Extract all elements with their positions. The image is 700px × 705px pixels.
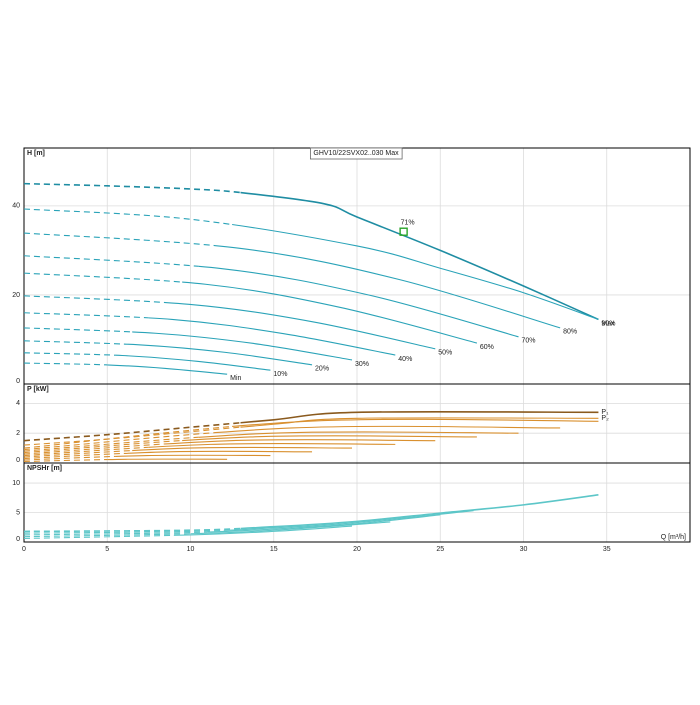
curve [107, 458, 228, 461]
curve [198, 431, 519, 438]
curve-label: 30% [355, 361, 369, 368]
curve [240, 410, 599, 424]
x-tick-label: 30 [520, 546, 528, 553]
curve [148, 317, 396, 356]
y-tick-label: 0 [16, 457, 20, 464]
curve-dashed [24, 340, 124, 345]
curve [215, 245, 561, 329]
curve-dashed [24, 458, 108, 463]
y-tick-label: 5 [16, 509, 20, 516]
y-tick-label: 40 [12, 203, 20, 210]
curve-dashed [24, 425, 233, 449]
chart-title: GHV10/22SVX02..030 Max [313, 150, 399, 157]
x-tick-label: 10 [187, 546, 195, 553]
curve-label: Max [601, 320, 615, 327]
curve-dashed [24, 232, 216, 247]
curve [115, 454, 271, 457]
curve-dashed [24, 208, 233, 226]
curve-dashed [24, 421, 241, 442]
curve-dashed [24, 182, 241, 194]
curve-label: 20% [315, 366, 329, 373]
curve [240, 417, 599, 428]
y-tick-label: 20 [12, 292, 20, 299]
y-tick-label: 0 [16, 536, 20, 543]
curve-label: 90% [601, 320, 615, 327]
curve [182, 281, 478, 344]
curve [215, 425, 561, 434]
curve-dashed [24, 529, 224, 534]
x-tick-label: 5 [105, 546, 109, 553]
curve-label: P₂ [601, 415, 609, 422]
curve-dashed [24, 452, 124, 460]
curve-dashed [24, 432, 216, 451]
x-tick-label: 20 [353, 546, 361, 553]
annotation: 71% [401, 220, 415, 227]
curve-dashed [24, 352, 116, 356]
curve-dashed [24, 446, 149, 457]
curve-label: 60% [480, 344, 494, 351]
curve-label: 10% [273, 371, 287, 378]
curve [132, 446, 353, 452]
curve [232, 224, 599, 320]
curve-dashed [24, 531, 208, 536]
curve-dashed [24, 534, 174, 540]
curve [190, 521, 391, 535]
curve-label: P₁ [601, 409, 609, 416]
x-tick-label: 25 [436, 546, 444, 553]
curve-label: Min [230, 375, 241, 382]
curve [207, 514, 441, 533]
y-tick-label: 0 [16, 378, 20, 385]
curve [165, 301, 436, 350]
x-tick-label: 15 [270, 546, 278, 553]
curve-label: 70% [522, 338, 536, 345]
curve-dashed [24, 272, 183, 283]
x-tick-label: 35 [603, 546, 611, 553]
curve-label: 50% [438, 350, 452, 357]
curve [107, 364, 228, 375]
curve-dashed [24, 312, 149, 319]
curve [165, 439, 436, 445]
y-tick-label: 4 [16, 400, 20, 407]
curve-dashed [24, 295, 166, 304]
curve [173, 525, 353, 536]
curve [123, 450, 313, 454]
curve-label: 80% [563, 329, 577, 336]
curve [148, 442, 396, 448]
x-axis-label: Q [m³/h] [661, 534, 686, 541]
y-tick-label: 10 [12, 480, 20, 487]
curve [240, 191, 599, 321]
curve [115, 354, 271, 371]
y-axis-label: P [kW] [27, 386, 49, 393]
curve [123, 343, 313, 366]
curve-dashed [24, 362, 108, 366]
x-tick-label: 0 [22, 546, 26, 553]
curve-label: 40% [398, 356, 412, 363]
operating-point [399, 227, 408, 236]
curve-dashed [24, 255, 199, 267]
curve-dashed [24, 426, 241, 446]
panel-frame [23, 462, 691, 543]
curve [198, 265, 519, 338]
curve [223, 510, 474, 531]
title-box [309, 147, 403, 160]
curve-dashed [24, 327, 133, 333]
y-axis-label: H [m] [27, 150, 45, 157]
curve [132, 331, 353, 361]
curve-dashed [24, 439, 183, 454]
y-axis-label: NPSHr [m] [27, 465, 62, 472]
curve-dashed [24, 533, 191, 538]
curve [232, 418, 599, 428]
curve [182, 435, 477, 442]
curve [240, 494, 599, 530]
y-tick-label: 2 [16, 430, 20, 437]
